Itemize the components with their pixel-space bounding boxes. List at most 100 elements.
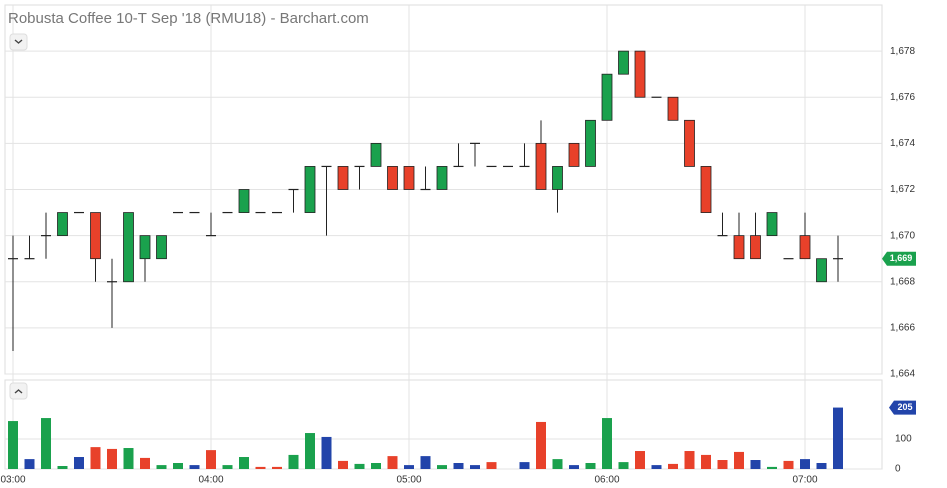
y-tick-label: 1,676 [890,92,915,103]
volume-bar [420,456,431,469]
volume-bar [24,459,35,469]
volume-bar [536,421,546,469]
volume-bar [833,407,843,469]
candle-body [139,235,151,260]
last-volume-tag [889,400,916,415]
candle-body [387,166,398,190]
candle-body [436,166,448,190]
y-tick-label: 0 [895,464,901,475]
candle-body [403,166,415,190]
volume-bar [783,460,794,469]
y-tick-label: 1,666 [890,323,915,334]
last-price-label: 1,669 [890,253,913,263]
collapse-button[interactable] [9,382,28,400]
volume-bar [552,459,563,469]
volume-bar [74,457,84,469]
volume-bar [288,454,299,469]
x-tick-label: 04:00 [198,475,223,486]
volume-bar [618,462,629,469]
volume-bar [140,457,150,469]
volume-bar [404,465,414,469]
chart-title: Robusta Coffee 10-T Sep '18 (RMU18) - Ba… [8,10,369,27]
collapse-button[interactable] [9,33,28,51]
y-tick-label: 1,670 [890,230,915,241]
volume-bar [453,463,464,469]
volume-bar [800,459,810,469]
volume-panel [4,379,883,470]
volume-bar [470,465,480,469]
volume-bar [338,460,348,469]
x-tick-label: 06:00 [594,475,619,486]
volume-bar [305,433,315,469]
volume-bar [90,447,101,469]
y-tick-label: 100 [895,434,912,445]
candle-body [733,235,745,260]
candle-body [684,119,695,167]
candle-body [552,166,563,190]
candle-body [799,235,811,260]
candle-body [90,212,101,260]
volume-bar [107,448,117,469]
volume-bar [123,448,134,469]
candle-body [156,235,167,260]
candle-body [370,142,382,167]
volume-bar [486,462,497,469]
volume-bar [41,418,51,469]
volume-bar [371,463,381,469]
candle-body [585,119,596,167]
volume-bar [387,456,398,469]
volume-bar [734,451,744,469]
volume-bar [635,451,645,469]
volume-bar [8,421,18,469]
collapse-icon [14,389,23,394]
volume-bar [569,465,579,469]
volume-bar [767,466,777,469]
volume-bar [173,463,183,469]
volume-bar [437,465,447,469]
candle-body [568,142,580,167]
candle-body [618,50,629,75]
candle-body [667,96,679,121]
volume-bar [272,466,282,469]
candle-body [535,142,547,190]
volume-bar [57,466,68,469]
y-tick-label: 1,668 [890,276,915,287]
volume-bar [816,463,827,469]
volume-bar [701,454,711,469]
y-tick-label: 1,672 [890,184,915,195]
volume-bar [519,462,530,469]
volume-bar [189,465,200,469]
x-tick-label: 07:00 [792,475,817,486]
volume-bar [717,460,728,469]
candle-body [816,258,827,283]
candle-body [337,166,349,190]
x-tick-label: 05:00 [396,475,421,486]
candle-body [634,50,646,98]
volume-bar [321,436,332,469]
candle-body [766,212,778,237]
x-tick-label: 03:00 [0,475,25,486]
last-volume-label: 205 [897,402,912,412]
candle-body [700,166,712,213]
candle-body [238,189,250,213]
volume-bar [684,451,695,469]
y-tick-label: 1,674 [890,138,915,149]
volume-bar [354,463,365,469]
y-tick-label: 1,678 [890,46,915,57]
volume-bar [602,418,612,469]
candle-body [304,166,316,213]
volume-bar [156,465,167,469]
volume-bar [750,460,761,469]
volume-bar [206,450,216,469]
candle-body [601,73,613,121]
volume-bar [239,457,249,469]
candle-body [123,212,134,283]
candle-body [750,235,761,260]
volume-bar [668,463,678,469]
last-price-tag [882,251,916,266]
collapse-icon [14,39,23,44]
volume-bar [651,465,662,469]
volume-bar [222,465,233,469]
candle-body [57,212,68,237]
